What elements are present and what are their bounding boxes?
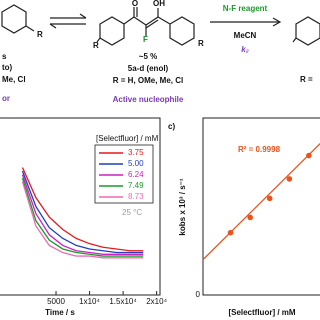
- legend-title: [Selectfluor] / mM: [96, 134, 159, 143]
- data-point: [227, 229, 234, 236]
- data-point: [266, 195, 273, 202]
- annotation: 25 °C: [122, 208, 142, 217]
- panel-label: c): [168, 122, 175, 131]
- curve: [21, 170, 144, 254]
- left-role: or: [2, 94, 10, 103]
- left-label: to): [2, 63, 13, 72]
- y-tick-label: 0: [196, 290, 201, 299]
- rate-constant: k₂: [241, 45, 249, 54]
- right-subst: R =: [300, 75, 313, 84]
- x-tick-label: 2x10⁴: [146, 297, 167, 306]
- reagent: N-F reagent: [223, 4, 268, 13]
- atom-label: R: [93, 41, 99, 50]
- plot-frame: [202, 117, 320, 296]
- middle-name: 5a-d (enol): [128, 64, 169, 73]
- atom-label: F: [143, 35, 148, 44]
- legend-label: 5.00: [128, 159, 144, 168]
- left-label: s: [2, 52, 7, 61]
- plot-frame: [0, 117, 161, 296]
- curve: [21, 177, 144, 257]
- atom-label: OH: [153, 0, 165, 8]
- x-axis-label: Time / s: [45, 308, 75, 317]
- curve: [21, 174, 144, 255]
- data-point: [306, 152, 312, 159]
- left-label: Me, Cl: [2, 75, 26, 84]
- data-point: [247, 214, 253, 221]
- legend-label: 6.24: [128, 170, 144, 179]
- legend-label: 8.73: [128, 192, 144, 201]
- curve: [21, 167, 144, 252]
- legend-box: [94, 144, 154, 204]
- atom-label: R: [37, 30, 43, 39]
- annotation: R² = 0.9998: [238, 145, 281, 154]
- y-axis-label: kobs x 10³ / s⁻¹: [178, 178, 187, 235]
- middle-percent: ~5 %: [139, 52, 157, 61]
- legend-label: 3.75: [128, 148, 144, 157]
- scheme-structures: [1, 4, 320, 46]
- middle-subst: R = H, OMe, Me, Cl: [113, 76, 183, 85]
- atom-label: O: [132, 0, 138, 8]
- solvent: MeCN: [234, 31, 257, 40]
- data-point: [286, 176, 293, 182]
- legend-label: 7.49: [128, 181, 144, 190]
- fit-line: [202, 142, 320, 261]
- x-axis-label: [Selectfluor] / mM: [228, 308, 295, 317]
- x-tick-label: 5000: [47, 297, 65, 306]
- curve: [21, 181, 144, 259]
- x-tick-label: 1.5x10⁴: [109, 297, 137, 306]
- atom-label: R: [198, 39, 204, 48]
- x-tick-label: 1x10⁴: [79, 297, 100, 306]
- middle-role: Active nucleophile: [113, 95, 184, 104]
